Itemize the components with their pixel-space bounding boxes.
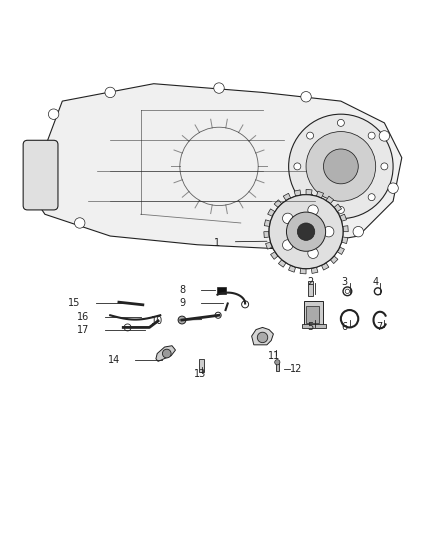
Text: 12: 12 bbox=[290, 364, 302, 374]
Circle shape bbox=[289, 114, 393, 219]
Circle shape bbox=[215, 312, 221, 318]
Bar bbox=[308, 281, 314, 296]
Circle shape bbox=[323, 227, 334, 237]
Circle shape bbox=[381, 163, 388, 170]
Bar bbox=[217, 287, 226, 294]
Circle shape bbox=[269, 195, 343, 269]
Circle shape bbox=[283, 240, 293, 250]
Circle shape bbox=[337, 119, 344, 126]
Circle shape bbox=[308, 205, 318, 215]
Circle shape bbox=[345, 289, 350, 294]
Circle shape bbox=[337, 206, 344, 213]
Text: 14: 14 bbox=[107, 355, 120, 365]
Text: 17: 17 bbox=[77, 325, 89, 335]
PathPatch shape bbox=[28, 84, 402, 249]
Polygon shape bbox=[264, 232, 269, 238]
Text: 2: 2 bbox=[307, 277, 313, 287]
Circle shape bbox=[257, 332, 268, 343]
Circle shape bbox=[388, 183, 398, 193]
Text: 7: 7 bbox=[377, 322, 383, 333]
Text: 16: 16 bbox=[77, 312, 89, 321]
Polygon shape bbox=[279, 260, 286, 267]
Polygon shape bbox=[300, 268, 306, 274]
Circle shape bbox=[307, 193, 314, 200]
Bar bbox=[306, 305, 319, 323]
Circle shape bbox=[162, 349, 171, 358]
Circle shape bbox=[368, 132, 375, 139]
Text: 1: 1 bbox=[214, 238, 220, 247]
Polygon shape bbox=[156, 346, 176, 361]
Circle shape bbox=[105, 87, 116, 98]
Circle shape bbox=[297, 223, 315, 240]
Polygon shape bbox=[289, 265, 296, 272]
Bar bbox=[304, 301, 323, 325]
Text: 9: 9 bbox=[179, 298, 185, 309]
Circle shape bbox=[323, 149, 358, 184]
Polygon shape bbox=[306, 189, 312, 195]
Polygon shape bbox=[337, 247, 344, 254]
Circle shape bbox=[379, 131, 390, 141]
Polygon shape bbox=[311, 267, 318, 273]
Polygon shape bbox=[252, 327, 273, 345]
Text: 3: 3 bbox=[342, 277, 348, 287]
Bar bbox=[302, 324, 325, 328]
Polygon shape bbox=[283, 193, 291, 200]
Bar bbox=[199, 359, 204, 372]
Polygon shape bbox=[271, 252, 278, 260]
Polygon shape bbox=[334, 204, 342, 212]
FancyBboxPatch shape bbox=[23, 140, 58, 210]
Text: 11: 11 bbox=[268, 351, 280, 361]
Circle shape bbox=[368, 193, 375, 200]
Circle shape bbox=[353, 227, 364, 237]
Polygon shape bbox=[264, 220, 271, 227]
Circle shape bbox=[308, 248, 318, 259]
Text: 13: 13 bbox=[194, 369, 206, 379]
Polygon shape bbox=[330, 256, 338, 264]
Circle shape bbox=[307, 132, 314, 139]
Polygon shape bbox=[342, 237, 348, 244]
Polygon shape bbox=[317, 191, 324, 198]
Text: 15: 15 bbox=[68, 298, 81, 309]
Circle shape bbox=[283, 213, 293, 224]
Text: 10: 10 bbox=[151, 316, 163, 326]
Circle shape bbox=[301, 92, 311, 102]
Polygon shape bbox=[321, 263, 329, 270]
Polygon shape bbox=[340, 214, 346, 221]
Circle shape bbox=[286, 212, 325, 251]
Polygon shape bbox=[294, 190, 301, 196]
Text: 6: 6 bbox=[342, 322, 348, 333]
Polygon shape bbox=[343, 225, 348, 232]
Text: 5: 5 bbox=[307, 322, 313, 333]
Text: 4: 4 bbox=[372, 277, 378, 287]
Polygon shape bbox=[265, 242, 272, 249]
Polygon shape bbox=[268, 209, 275, 216]
Circle shape bbox=[48, 109, 59, 119]
Circle shape bbox=[124, 324, 131, 331]
Circle shape bbox=[214, 83, 224, 93]
Circle shape bbox=[242, 301, 249, 308]
Circle shape bbox=[275, 360, 280, 365]
Circle shape bbox=[294, 163, 301, 170]
Polygon shape bbox=[326, 196, 334, 204]
Circle shape bbox=[306, 132, 376, 201]
Bar bbox=[276, 362, 279, 371]
Text: 8: 8 bbox=[179, 286, 185, 295]
Circle shape bbox=[74, 218, 85, 228]
Polygon shape bbox=[274, 200, 282, 207]
Circle shape bbox=[178, 316, 186, 324]
